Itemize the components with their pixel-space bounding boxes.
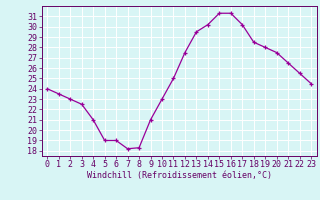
X-axis label: Windchill (Refroidissement éolien,°C): Windchill (Refroidissement éolien,°C)	[87, 171, 272, 180]
